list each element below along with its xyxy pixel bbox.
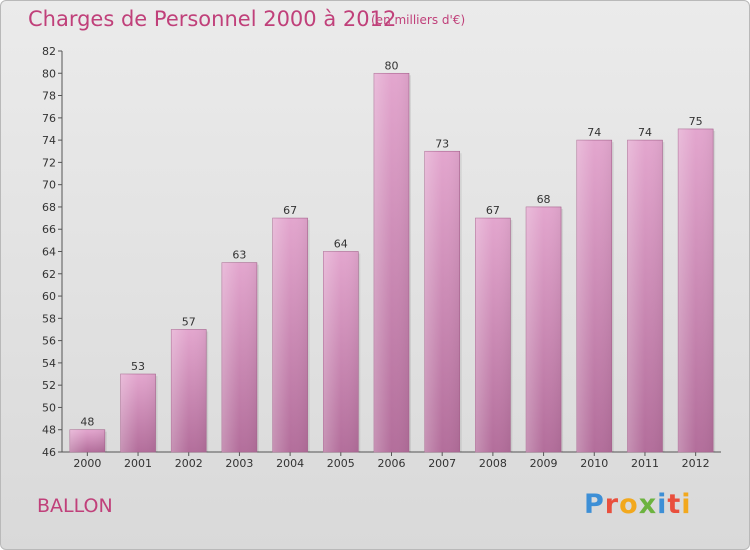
axis-layer: 46 48 50 52 54 56 58 60 62 64 66 68 70 72 74 76 78 80 82 20… xyxy=(42,45,721,470)
chart-title: Charges de Personnel 2000 à 2012 xyxy=(28,7,397,31)
x-tick-label: 2006 xyxy=(378,457,406,470)
bar-shine xyxy=(171,329,207,452)
data-label: 68 xyxy=(537,193,551,206)
logo-letter: P xyxy=(584,489,605,520)
y-tick-label: 48 xyxy=(42,424,56,437)
bar-shine xyxy=(374,73,409,453)
bar-shine xyxy=(678,128,714,452)
x-tick-label: 2010 xyxy=(580,457,608,470)
y-tick-label: 50 xyxy=(42,401,56,414)
y-tick-label: 82 xyxy=(42,45,56,58)
data-label: 48 xyxy=(80,416,94,429)
y-tick-label: 74 xyxy=(42,134,56,147)
y-tick-label: 68 xyxy=(42,201,56,214)
bars-layer xyxy=(69,72,716,453)
x-tick-label: 2004 xyxy=(276,457,304,470)
bar-shine xyxy=(272,218,308,452)
x-tick-label: 2012 xyxy=(682,457,710,470)
proxiti-logo: Proxiti xyxy=(584,489,692,520)
chart-subtitle: (en milliers d'€) xyxy=(371,13,466,27)
x-tick-label: 2009 xyxy=(530,457,558,470)
bar-shine xyxy=(576,140,612,452)
data-label: 64 xyxy=(334,238,348,251)
y-tick-label: 52 xyxy=(42,379,56,392)
y-tick-label: 58 xyxy=(42,312,56,325)
data-label: 63 xyxy=(232,249,246,262)
data-label: 74 xyxy=(638,126,652,139)
bar-shine xyxy=(627,140,663,452)
data-label: 53 xyxy=(131,360,145,373)
x-tick-label: 2000 xyxy=(73,457,101,470)
y-tick-label: 54 xyxy=(42,357,56,370)
logo-letter: t xyxy=(667,489,682,520)
x-tick-label: 2003 xyxy=(225,457,253,470)
y-tick-label: 64 xyxy=(42,246,56,259)
logo-letter: i xyxy=(681,489,692,520)
y-tick-label: 76 xyxy=(42,112,56,125)
data-label: 57 xyxy=(182,315,196,328)
y-tick-label: 66 xyxy=(42,223,56,236)
logo-letter: o xyxy=(619,489,639,520)
x-tick-label: 2011 xyxy=(631,457,659,470)
y-tick-label: 46 xyxy=(42,446,56,459)
data-label: 73 xyxy=(435,137,449,150)
bar-shine xyxy=(69,429,105,452)
y-tick-label: 70 xyxy=(42,179,56,192)
bar-shine xyxy=(323,251,359,452)
x-tick-label: 2008 xyxy=(479,457,507,470)
y-tick-label: 78 xyxy=(42,90,56,103)
bar-shine xyxy=(526,206,562,452)
data-label: 67 xyxy=(486,204,500,217)
x-tick-label: 2007 xyxy=(428,457,456,470)
bar-shine xyxy=(424,151,460,452)
logo-letter: r xyxy=(604,489,620,520)
y-tick-label: 72 xyxy=(42,156,56,169)
commune-name: BALLON xyxy=(37,495,113,517)
x-tick-label: 2002 xyxy=(175,457,203,470)
y-tick-label: 62 xyxy=(42,268,56,281)
data-label: 80 xyxy=(385,59,399,72)
y-tick-label: 60 xyxy=(42,290,56,303)
logo-letter: x xyxy=(638,489,658,520)
data-label: 67 xyxy=(283,204,297,217)
bar-shine xyxy=(221,262,257,452)
data-label: 74 xyxy=(587,126,601,139)
labels-layer: 48 53 57 63 67 64 80 73 67 68 74 74 75 xyxy=(80,59,702,428)
bar-shine xyxy=(120,374,156,452)
data-label: 75 xyxy=(689,115,703,128)
y-tick-label: 56 xyxy=(42,335,56,348)
x-tick-label: 2005 xyxy=(327,457,355,470)
bar-shine xyxy=(475,218,511,452)
x-tick-label: 2001 xyxy=(124,457,152,470)
y-tick-label: 80 xyxy=(42,67,56,80)
logo-letter: i xyxy=(657,489,668,520)
